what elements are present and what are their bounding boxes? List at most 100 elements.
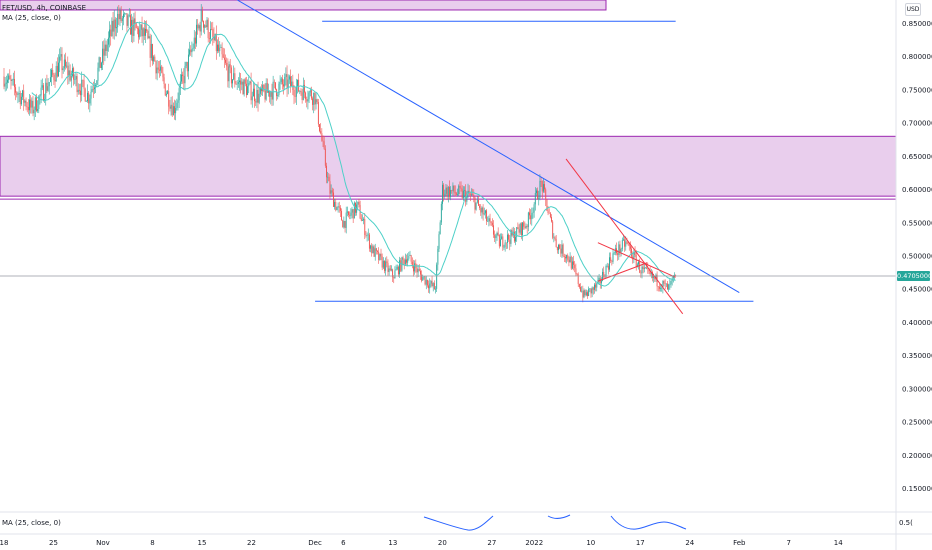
candle-body <box>91 89 93 92</box>
candle-body <box>133 18 135 36</box>
candle-body <box>406 259 407 263</box>
candle-body <box>315 99 317 105</box>
candle-body <box>221 47 223 55</box>
candle-body <box>84 88 86 102</box>
candle-body <box>484 210 486 214</box>
time-axis[interactable]: 18 25 Nov 8 15 22 Dec 6 13 20 27 2022 10 17 24 Feb 7 14 <box>0 539 843 547</box>
candle-body <box>249 81 251 84</box>
candle-body <box>564 257 566 259</box>
currency-button[interactable]: USD <box>905 3 921 16</box>
candle-body <box>668 284 670 290</box>
candle-body <box>660 288 662 289</box>
candle-body <box>348 211 349 215</box>
price-tick-label: 0.60000000 <box>902 186 932 194</box>
candle-body <box>371 245 373 253</box>
candle-body <box>583 290 585 298</box>
candle-body <box>394 270 396 279</box>
candle-body <box>274 82 276 90</box>
candle-body <box>114 19 116 29</box>
candle-body <box>326 165 327 178</box>
candle-body <box>31 100 33 108</box>
candle-body <box>568 259 570 263</box>
candle-body <box>418 269 420 271</box>
last-price-badge: 0.47050000 <box>897 271 932 281</box>
candle-body <box>547 210 549 213</box>
candle-body <box>116 27 117 29</box>
candle-body <box>561 244 563 254</box>
candle-body <box>351 209 353 213</box>
candle-body <box>638 261 639 265</box>
candle-body <box>397 266 399 275</box>
candle-body <box>497 232 499 236</box>
candle-body <box>100 62 102 68</box>
candle-body <box>390 269 392 271</box>
candle-body <box>241 81 243 85</box>
candle-body <box>523 222 525 227</box>
moving-average-line <box>31 21 676 287</box>
candle-body <box>63 59 65 69</box>
candle-body <box>655 274 657 280</box>
candle-body <box>657 286 659 287</box>
candle-body <box>473 195 475 198</box>
candle-body <box>184 66 186 84</box>
candle-body <box>229 64 231 68</box>
candle-body <box>395 269 397 271</box>
ma-legend[interactable]: MA (25, close, 0) <box>2 14 61 22</box>
candle-body <box>624 239 626 247</box>
candle-body <box>94 87 95 90</box>
symbol-legend[interactable]: FET/USD, 4h, COINBASE <box>2 4 86 12</box>
candle-body <box>437 248 439 265</box>
candle-body <box>585 292 587 296</box>
candle-body <box>341 210 343 221</box>
candle-body <box>665 283 667 285</box>
indicator-segment <box>610 515 687 530</box>
candle-body <box>53 74 55 80</box>
candle-body <box>266 83 268 93</box>
candle-body <box>503 247 505 248</box>
candle-body <box>252 88 254 97</box>
candle-body <box>126 13 128 26</box>
candle-body <box>428 285 430 289</box>
candle-body <box>419 270 421 275</box>
candle-body <box>346 211 348 213</box>
candle-body <box>566 255 568 259</box>
candle-body <box>540 180 542 182</box>
candle-body <box>164 83 166 96</box>
candle-body <box>366 235 368 236</box>
candle-body <box>636 264 638 267</box>
candle-body <box>670 281 672 285</box>
candle-body <box>45 82 47 100</box>
candle-body <box>422 277 424 281</box>
candle-body <box>530 215 532 220</box>
candle-body <box>416 267 418 273</box>
candle-body <box>502 236 504 248</box>
candle-body <box>55 65 57 82</box>
candle-body <box>107 37 109 45</box>
candle-body <box>208 38 210 39</box>
candle-body <box>71 68 73 76</box>
candle-body <box>363 218 365 221</box>
candle-body <box>293 90 295 96</box>
candle-body <box>102 48 104 63</box>
candle-body <box>220 47 222 48</box>
candle-body <box>577 274 579 285</box>
candle-body <box>80 90 82 96</box>
candle-body <box>247 86 249 96</box>
candle-body <box>542 184 544 192</box>
candle-body <box>175 107 177 114</box>
candle-body <box>527 212 529 228</box>
price-axis[interactable]: 0.85000000 0.80000000 0.75000000 0.70000000… <box>902 20 932 493</box>
candle-body <box>640 272 642 274</box>
candle-body <box>183 75 185 84</box>
candle-body <box>651 272 653 278</box>
candle-body <box>254 88 256 102</box>
indicator-segment <box>547 514 571 519</box>
indicator-legend[interactable]: MA (25, close, 0) <box>2 519 61 527</box>
candle-body <box>504 242 506 248</box>
candle-body <box>490 221 492 223</box>
candle-body <box>67 65 69 76</box>
candle-body <box>482 207 484 215</box>
candle-body <box>239 80 240 83</box>
candle-body <box>408 255 410 259</box>
